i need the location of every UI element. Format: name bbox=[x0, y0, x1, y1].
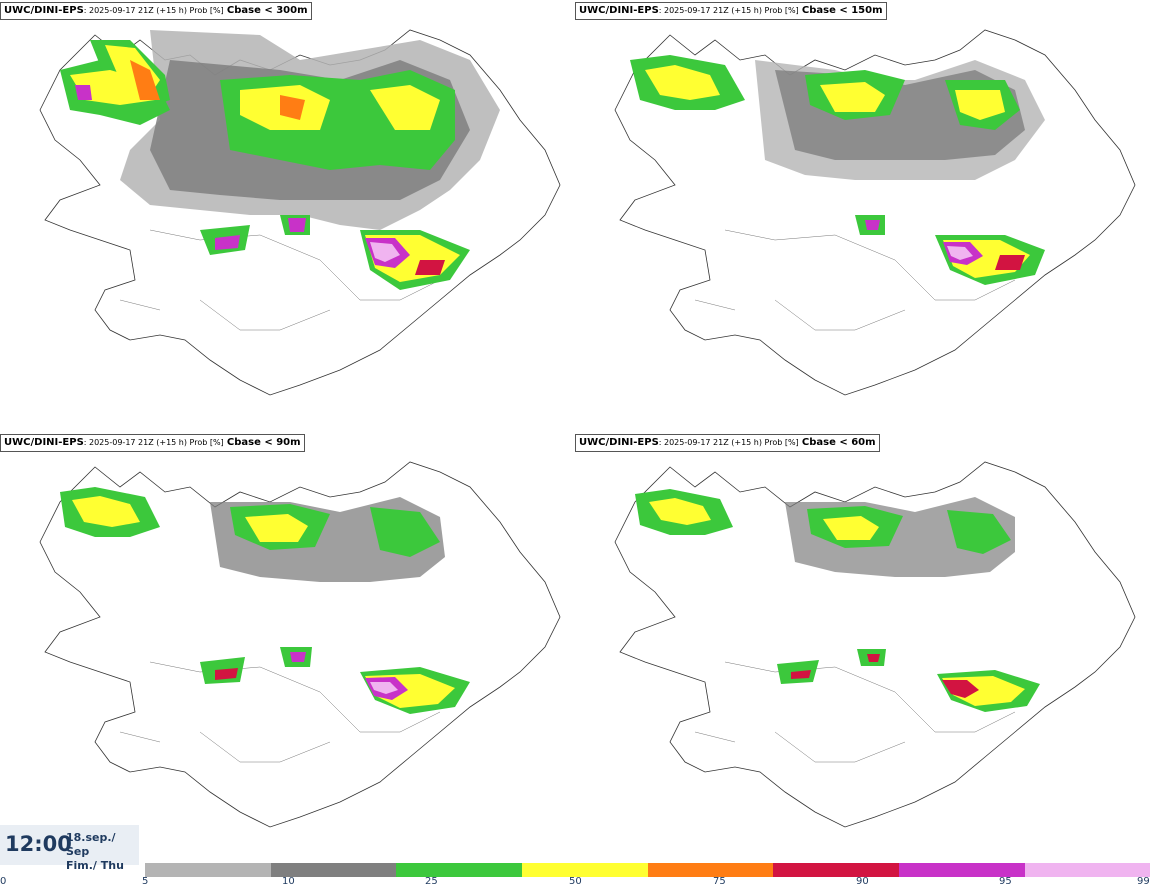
cbase-threshold: Cbase < 60m bbox=[801, 437, 876, 448]
run-info: : 2025-09-17 21Z (+15 h) Prob [%] bbox=[658, 438, 799, 447]
valid-date: 18.sep./ Sep Fim./ Thu bbox=[66, 831, 139, 873]
colorbar-tick-label: 95 bbox=[999, 876, 1012, 887]
map-panel-cbase-90m: UWC/DINI-EPS: 2025-09-17 21Z (+15 h) Pro… bbox=[0, 432, 575, 862]
map-panel-cbase-60m: UWC/DINI-EPS: 2025-09-17 21Z (+15 h) Pro… bbox=[575, 432, 1150, 862]
model-name: UWC/DINI-EPS bbox=[4, 5, 84, 16]
map-panel-cbase-300m: UWC/DINI-EPS: 2025-09-17 21Z (+15 h) Pro… bbox=[0, 0, 575, 430]
colorbar-segment bbox=[145, 863, 271, 877]
colorbar-tick-label: 99 bbox=[1137, 876, 1150, 887]
colorbar-segment bbox=[522, 863, 648, 877]
run-info: : 2025-09-17 21Z (+15 h) Prob [%] bbox=[658, 6, 799, 15]
model-name: UWC/DINI-EPS bbox=[4, 437, 84, 448]
iceland-map bbox=[39, 461, 561, 828]
probability-fields bbox=[635, 489, 1040, 712]
iceland-map bbox=[614, 461, 1136, 828]
valid-time-box: 12:00 18.sep./ Sep Fim./ Thu bbox=[0, 825, 139, 872]
colorbar-segment bbox=[270, 863, 397, 877]
probability-fields bbox=[630, 55, 1045, 285]
valid-date-line2: Fim./ Thu bbox=[66, 859, 124, 872]
model-name: UWC/DINI-EPS bbox=[579, 5, 659, 16]
colorbar-tick-label: 75 bbox=[713, 876, 726, 887]
valid-date-line1: 18.sep./ Sep bbox=[66, 831, 116, 858]
valid-time: 12:00 bbox=[5, 832, 72, 856]
colorbar bbox=[145, 863, 1150, 877]
iceland-map bbox=[39, 29, 561, 396]
panel-title: UWC/DINI-EPS: 2025-09-17 21Z (+15 h) Pro… bbox=[575, 434, 880, 452]
colorbar-tick-label: 10 bbox=[282, 876, 295, 887]
model-name: UWC/DINI-EPS bbox=[579, 437, 659, 448]
colorbar-segment bbox=[396, 863, 523, 877]
colorbar-tick-label: 0 bbox=[0, 876, 7, 887]
colorbar-tick-label: 50 bbox=[569, 876, 582, 887]
colorbar-segment bbox=[899, 863, 1025, 877]
colorbar-segment bbox=[1024, 863, 1150, 877]
colorbar-segment bbox=[773, 863, 900, 877]
probability-fields bbox=[60, 30, 500, 290]
probability-fields bbox=[60, 487, 470, 714]
run-info: : 2025-09-17 21Z (+15 h) Prob [%] bbox=[83, 6, 224, 15]
colorbar-segment bbox=[647, 863, 774, 877]
cbase-threshold: Cbase < 300m bbox=[226, 5, 308, 16]
panel-title: UWC/DINI-EPS: 2025-09-17 21Z (+15 h) Pro… bbox=[0, 434, 305, 452]
colorbar-tick-label: 25 bbox=[425, 876, 438, 887]
panel-title: UWC/DINI-EPS: 2025-09-17 21Z (+15 h) Pro… bbox=[575, 2, 887, 20]
colorbar-tick-label: 5 bbox=[142, 876, 149, 887]
panel-title: UWC/DINI-EPS: 2025-09-17 21Z (+15 h) Pro… bbox=[0, 2, 312, 20]
map-panel-cbase-150m: UWC/DINI-EPS: 2025-09-17 21Z (+15 h) Pro… bbox=[575, 0, 1150, 430]
cbase-threshold: Cbase < 90m bbox=[226, 437, 301, 448]
iceland-map bbox=[614, 29, 1136, 396]
colorbar-tick-label: 90 bbox=[856, 876, 869, 887]
run-info: : 2025-09-17 21Z (+15 h) Prob [%] bbox=[83, 438, 224, 447]
cbase-threshold: Cbase < 150m bbox=[801, 5, 883, 16]
